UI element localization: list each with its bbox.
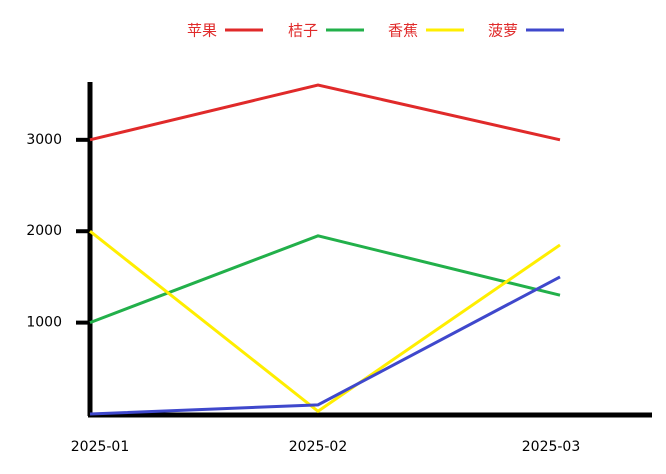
legend-label: 苹果 bbox=[187, 22, 217, 40]
y-tick-label: 2000 bbox=[26, 223, 62, 239]
series-line bbox=[89, 83, 561, 142]
legend-label: 桔子 bbox=[288, 22, 318, 40]
y-tick-label: 3000 bbox=[26, 132, 62, 148]
series-line bbox=[89, 234, 561, 325]
series-line bbox=[89, 275, 561, 416]
legend-label: 菠萝 bbox=[488, 22, 518, 40]
x-tick-label: 2025-01 bbox=[71, 439, 130, 455]
series-line bbox=[89, 230, 561, 414]
x-tick-label: 2025-03 bbox=[522, 439, 581, 455]
x-tick-label: 2025-02 bbox=[289, 439, 348, 455]
legend-label: 香蕉 bbox=[388, 22, 418, 40]
y-tick-label: 1000 bbox=[26, 315, 62, 331]
